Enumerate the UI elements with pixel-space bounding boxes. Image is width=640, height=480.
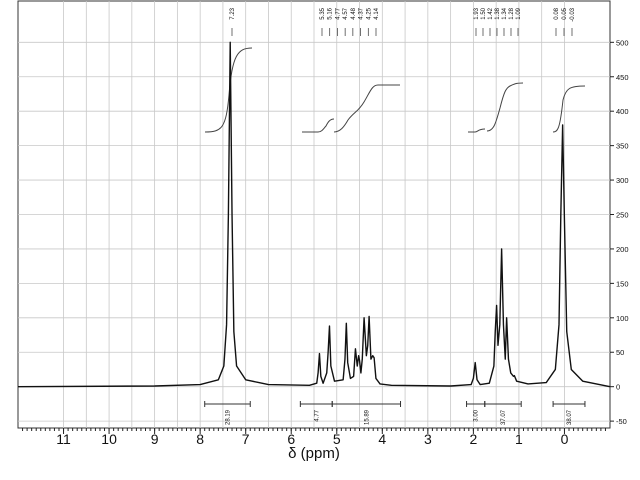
x-tick-label: 4 [378, 431, 386, 447]
integral-curves [204, 47, 586, 133]
y-tick-label: 450 [616, 73, 629, 82]
x-tick-label: 9 [151, 431, 159, 447]
peak-label: 4.14 [374, 7, 380, 19]
peak-label: -0.03 [570, 7, 576, 21]
x-tick-label: 1 [515, 431, 523, 447]
peak-label: 1.93 [474, 7, 480, 19]
y-tick-label: 400 [616, 107, 629, 116]
peak-label: 1.50 [481, 7, 487, 19]
peak-label: 4.57 [343, 7, 349, 19]
y-tick-label: 350 [616, 142, 629, 151]
integral-curve [204, 47, 253, 133]
peak-label: 1.09 [516, 7, 522, 19]
peak-label: 0.08 [554, 7, 560, 19]
y-tick-label: 100 [616, 314, 629, 323]
integral-curve [486, 82, 524, 132]
peak-label: 4.25 [366, 7, 372, 19]
x-tick-label: 2 [469, 431, 477, 447]
spectrum-line [17, 41, 611, 388]
x-tick-label: 5 [333, 431, 341, 447]
peak-label: 4.37 [359, 7, 365, 19]
y-tick-label: 500 [616, 38, 629, 47]
integral-label: 4.77 [314, 409, 320, 421]
x-axis-label: δ (ppm) [288, 445, 340, 462]
peak-label: 0.05 [562, 7, 568, 19]
peak-label: 5.35 [320, 7, 326, 19]
integral-label: 28.19 [225, 409, 231, 425]
integral-curve [468, 128, 486, 133]
x-tick-label: 7 [242, 431, 250, 447]
grid [17, 0, 614, 434]
peak-label: 4.48 [351, 7, 357, 19]
y-tick-label: -50 [616, 417, 627, 426]
integral-label: 38.07 [567, 409, 573, 425]
peak-label: 5.16 [328, 7, 334, 19]
peak-label: 1.34 [502, 7, 508, 19]
y-tick-label: 150 [616, 279, 629, 288]
y-tick-label: 200 [616, 245, 629, 254]
y-tick-label: 250 [616, 211, 629, 220]
peak-label: 1.28 [509, 7, 515, 19]
integral-label: 3.00 [474, 409, 480, 421]
x-tick-label: 11 [56, 431, 71, 447]
integral-curve [333, 84, 400, 133]
y-tick-label: 0 [616, 383, 620, 392]
peak-label: 7.23 [230, 7, 236, 19]
integral-curve [552, 85, 586, 133]
peak-label: 1.38 [495, 7, 501, 19]
x-tick-label: 0 [561, 431, 569, 447]
x-tick-label: 10 [101, 431, 117, 447]
y-tick-label: 50 [616, 348, 624, 357]
plot: 7.23 5.35 5.16 4.77 4.57 4.48 4.37 4.25 4.14 1.93… [17, 7, 611, 425]
integral-curve [302, 118, 335, 133]
integral-label: 15.89 [364, 409, 370, 425]
peak-label: 1.42 [488, 7, 494, 19]
x-tick-label: 3 [424, 431, 432, 447]
integral-label: 37.07 [501, 409, 507, 425]
peak-label: 4.77 [335, 7, 341, 19]
y-tick-label: 300 [616, 176, 629, 185]
x-tick-label: 6 [287, 431, 295, 447]
x-tick-label: 8 [196, 431, 204, 447]
